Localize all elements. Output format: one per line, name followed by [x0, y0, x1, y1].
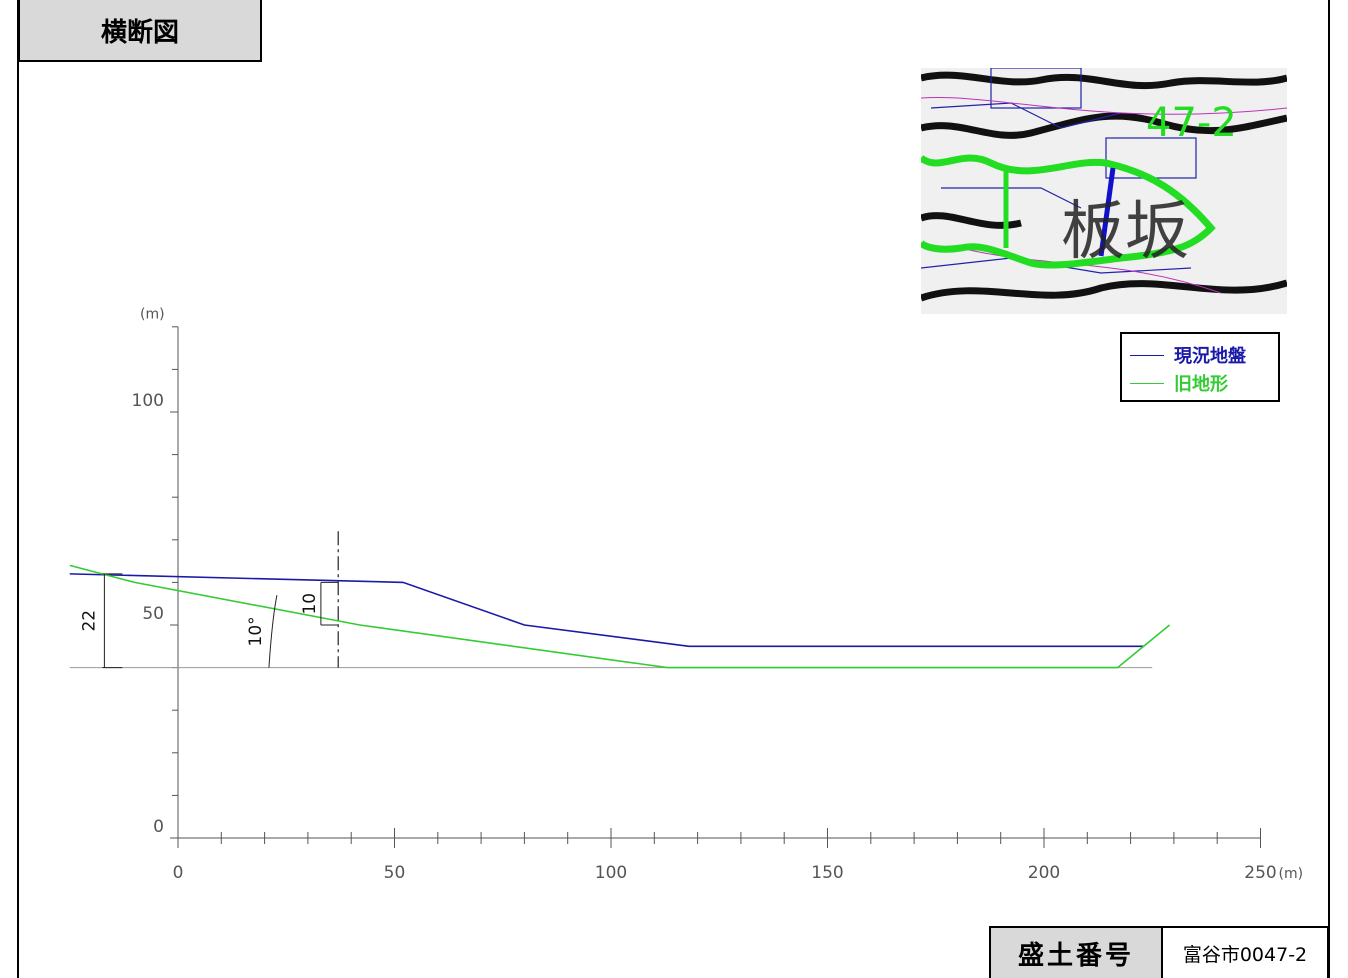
legend-swatch-old-terrain: [1130, 382, 1164, 384]
dimension-label-22: 22: [79, 610, 99, 632]
legend-label-old-terrain: 旧地形: [1174, 374, 1228, 395]
y-axis-unit: (m): [140, 306, 165, 322]
y-tick-label: 100: [132, 391, 164, 411]
x-tick-label: 150: [811, 863, 843, 883]
x-tick-label: 200: [1028, 863, 1060, 883]
series-line-old-terrain: [69, 564, 1171, 669]
x-tick-label: 50: [384, 863, 406, 883]
x-tick-label: 250: [1244, 863, 1276, 883]
page-title: 横断図: [18, 0, 262, 62]
legend-label-current-ground: 現況地盤: [1174, 346, 1246, 367]
map-label-id: 47-2: [1146, 100, 1237, 146]
y-tick-label: 0: [153, 817, 164, 837]
x-tick-label: 100: [595, 863, 627, 883]
x-tick-label: 0: [173, 863, 184, 883]
series-line-current-ground: [69, 573, 1144, 648]
embankment-id-label: 盛土番号: [991, 928, 1163, 978]
embankment-id-value: 富谷市0047-2: [1182, 943, 1308, 966]
angle-label-10deg: 10°: [246, 616, 266, 646]
y-tick-label: 50: [142, 604, 164, 624]
legend: 現況地盤 旧地形: [1120, 332, 1280, 402]
map-label-place: 板坂: [1061, 195, 1189, 269]
x-axis-unit: (m): [1279, 866, 1304, 882]
dimension-label-10: 10: [300, 593, 320, 615]
angle-arc-10deg: [268, 595, 278, 668]
legend-swatch-current-ground: [1130, 354, 1164, 356]
legend-item-current-ground: 現況地盤: [1130, 342, 1246, 368]
legend-item-old-terrain: 旧地形: [1130, 370, 1228, 396]
page-title-text: 横断図: [100, 17, 179, 48]
embankment-id-table: 盛土番号 富谷市0047-2: [989, 926, 1329, 978]
location-map-inset: 47-2 板坂: [921, 68, 1287, 314]
